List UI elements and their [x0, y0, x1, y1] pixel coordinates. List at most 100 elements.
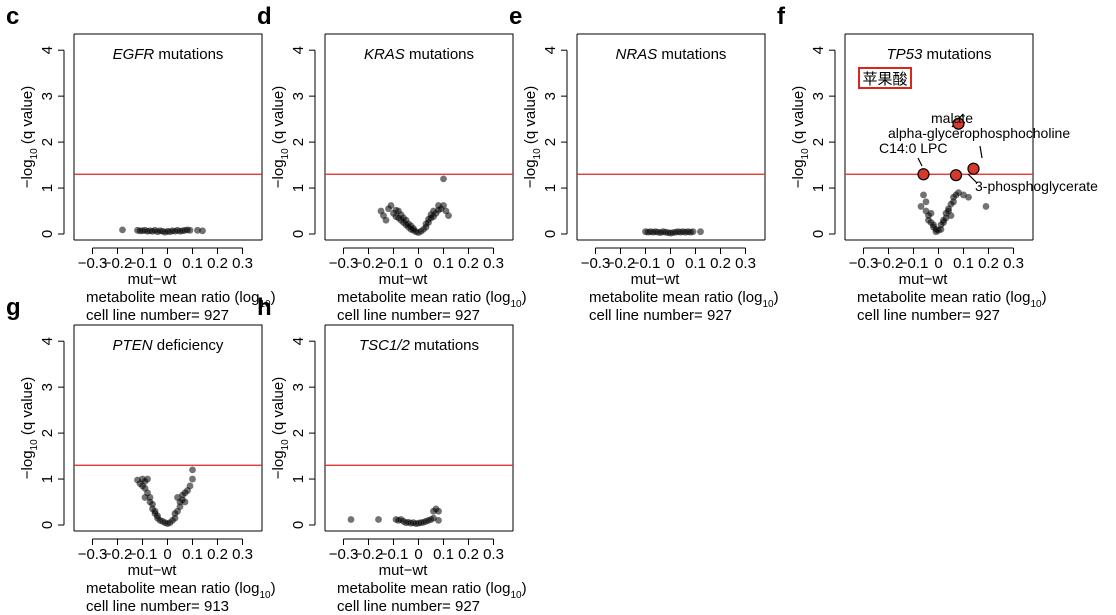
panel-h-x-tick-label: 0.3 [483, 546, 504, 563]
panel-f-highlight-leader [967, 173, 978, 184]
panel-c-title: EGFR mutations [113, 46, 224, 63]
panel-g-data-point [186, 482, 194, 490]
panel-h-letter: h [257, 294, 272, 321]
panel-d-caption-ratio: metabolite mean ratio (log10) [337, 289, 527, 310]
panel-f-highlight-point [967, 162, 980, 175]
panel-g-data-point [174, 494, 181, 501]
panel-d-y-label: −log10 (q value) [270, 86, 291, 188]
panel-g-y-tick-label: 2 [39, 429, 56, 437]
panel-e-x-tick-label: 0.2 [710, 255, 731, 272]
panel-f-x-tick-label: 0.3 [1003, 255, 1024, 272]
panel-d-y-tick-label: 2 [290, 138, 307, 146]
panel-f-x-tick-label: −0.3 [849, 255, 879, 272]
panel-h-x-label: mut−wt [379, 562, 429, 579]
panel-d-y-tick-label: 4 [290, 46, 307, 54]
panel-f-highlight-point [952, 117, 965, 130]
panel-e-title: NRAS mutations [616, 46, 727, 63]
panel-h-caption-ratio: metabolite mean ratio (log10) [337, 580, 527, 601]
panel-h-x-tick-label: −0.1 [379, 546, 409, 563]
panel-g-data-point [144, 475, 151, 483]
panel-d-y-tick-label: 0 [290, 230, 307, 238]
panel-f-data-point [947, 212, 955, 220]
panel-f-highlight-point [917, 168, 930, 181]
panel-f-highlight-leader [979, 145, 983, 159]
panel-c-x-tick-label: −0.1 [128, 255, 158, 272]
panel-c-data-point [186, 226, 194, 234]
panel-h-x-tick-label: −0.3 [329, 546, 359, 563]
panel-e-x-tick-label: 0.3 [735, 255, 756, 272]
panel-f-highlight-label: C14:0 LPC [879, 140, 947, 156]
panel-g-x-tick-label: −0.3 [78, 546, 108, 563]
panel-e-data-point [689, 228, 697, 236]
panel-h-y-tick-label: 2 [290, 429, 307, 437]
panel-g-x-tick-label: −0.2 [103, 546, 133, 563]
panel-d-x-tick-label: −0.1 [379, 255, 409, 272]
panel-f-y-tick-label: 1 [810, 184, 827, 192]
panel-f-highlight-label: alpha-glycerophosphocholine [888, 125, 1070, 141]
panel-f-x-tick-label: 0.1 [953, 255, 974, 272]
panel-c-y-tick-label: 1 [39, 184, 56, 192]
panel-d-x-label: mut−wt [379, 271, 429, 288]
panel-f-highlight-point [949, 169, 963, 182]
panel-e-y-tick-label: 0 [542, 230, 559, 238]
panel-h-y-label: −log10 (q value) [270, 377, 291, 479]
panel-g-y-tick-label: 4 [39, 337, 56, 345]
panel-f-callout-box [858, 67, 912, 89]
panel-d-title: KRAS mutations [364, 46, 474, 63]
panel-g-y-tick-label: 3 [39, 383, 56, 391]
panel-c-letter: c [6, 3, 19, 30]
panel-c-x-label: mut−wt [128, 271, 178, 288]
panel-c-y-label: −log10 (q value) [19, 86, 40, 188]
panel-f-highlight-label: malate [931, 110, 973, 126]
panel-e-caption-ratio: metabolite mean ratio (log10) [589, 289, 779, 310]
panel-c-caption-count: cell line number= 927 [86, 307, 229, 324]
panel-f-letter: f [777, 3, 786, 30]
panel-f-data-point [917, 203, 925, 210]
panel-c-y-tick-label: 4 [39, 46, 56, 54]
panel-c-data-point [194, 226, 201, 234]
panel-c-data-point [199, 227, 206, 235]
panel-f-frame [845, 33, 1034, 240]
panel-f-highlight-label: 3-phosphoglycerate [975, 178, 1098, 194]
panel-h-x-tick-label: 0 [414, 546, 422, 563]
panel-d-y-tick-label: 1 [290, 184, 307, 192]
panel-g-x-tick-label: 0.2 [207, 546, 228, 563]
panel-e-y-tick-label: 2 [542, 138, 559, 146]
panel-f-callout-text: 苹果酸 [862, 71, 907, 88]
panel-d-data-point [382, 216, 390, 224]
panel-c-caption-ratio: metabolite mean ratio (log10) [86, 289, 276, 310]
panel-g-frame [74, 324, 263, 531]
panel-f-x-label: mut−wt [899, 271, 949, 288]
panel-e-x-tick-label: 0 [666, 255, 674, 272]
panel-g-data-point [189, 475, 196, 483]
panel-d-data-point [445, 212, 452, 220]
panel-f-data-point [982, 203, 990, 210]
panel-e-x-tick-label: −0.3 [581, 255, 611, 272]
panel-c-x-tick-label: −0.3 [78, 255, 108, 272]
panel-g-caption-count: cell line number= 913 [86, 598, 229, 615]
panel-d-data-point [377, 207, 385, 215]
panel-f-x-tick-label: 0 [934, 255, 942, 272]
panel-d-x-tick-label: 0.1 [433, 255, 454, 272]
panel-h-title: TSC1/2 mutations [359, 337, 479, 354]
panel-f-caption-ratio: metabolite mean ratio (log10) [857, 289, 1047, 310]
panel-g-data-point [181, 498, 189, 506]
panel-g-y-tick-label: 1 [39, 475, 56, 483]
panel-d-caption-count: cell line number= 927 [337, 307, 480, 324]
panel-f-caption-count: cell line number= 927 [857, 307, 1000, 324]
panel-f-y-tick-label: 3 [810, 92, 827, 100]
panel-g-data-point [141, 494, 149, 501]
panel-g-caption-ratio: metabolite mean ratio (log10) [86, 580, 276, 601]
panel-f-y-tick-label: 2 [810, 138, 827, 146]
panel-f-highlight-leader [917, 157, 923, 167]
panel-c-y-tick-label: 0 [39, 230, 56, 238]
panel-e-frame [577, 33, 766, 240]
panel-h-data-point [435, 507, 442, 515]
panel-d-x-tick-label: 0.2 [458, 255, 479, 272]
panel-c-x-tick-label: 0.3 [232, 255, 253, 272]
panel-h-x-tick-label: 0.2 [458, 546, 479, 563]
panel-h-y-tick-label: 4 [290, 337, 307, 345]
panel-e-letter: e [509, 3, 522, 30]
panel-d-x-tick-label: 0 [414, 255, 422, 272]
panel-h-caption-count: cell line number= 927 [337, 598, 480, 615]
